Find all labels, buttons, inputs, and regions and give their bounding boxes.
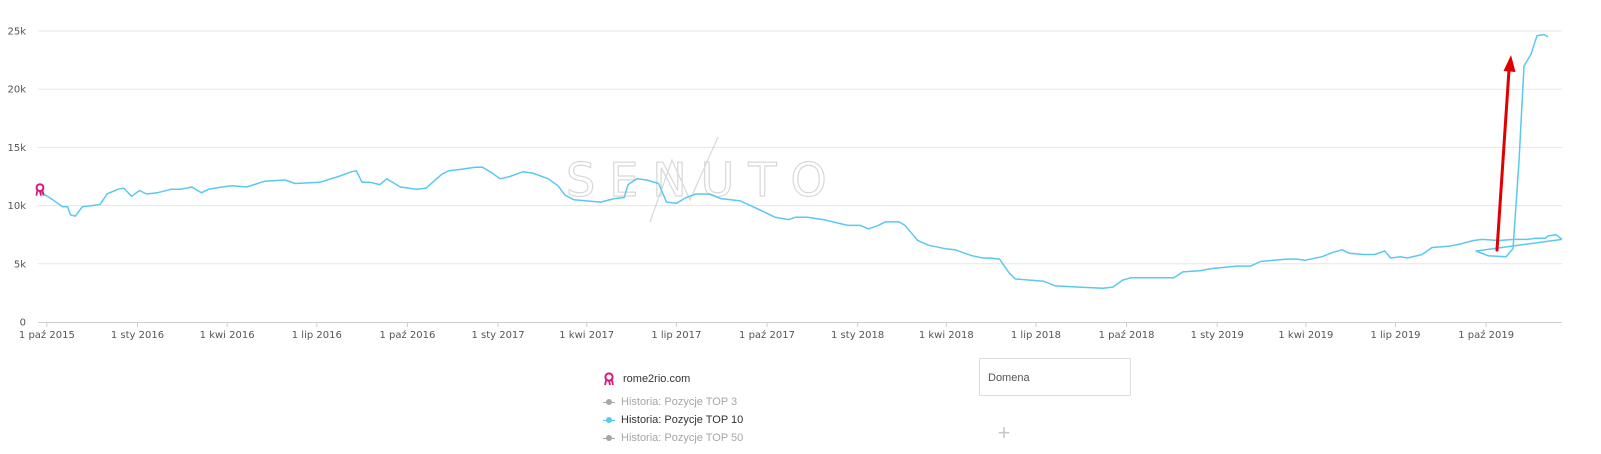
x-tick-label: 1 kwi 2018 (919, 330, 974, 341)
domain-input[interactable]: Domena (979, 358, 1131, 396)
y-tick-label: 15k (7, 143, 26, 154)
y-tick-label: 0 (20, 318, 26, 329)
legend-marker (603, 435, 615, 441)
x-tick-label: 1 sty 2017 (471, 330, 524, 341)
series-line-top10-tail (1475, 33, 1563, 258)
x-tick-label: 1 lip 2018 (1011, 330, 1061, 341)
y-tick-label: 5k (14, 259, 26, 270)
legend-domain: rome2rio.com (603, 371, 743, 387)
series-layer (39, 33, 1563, 289)
x-tick-label: 1 kwi 2017 (559, 330, 614, 341)
x-tick-label: 1 sty 2019 (1191, 330, 1244, 341)
domain-input-placeholder: Domena (988, 372, 1030, 384)
senuto-watermark: SENUTO (565, 136, 841, 223)
y-tick-label: 25k (7, 27, 26, 38)
x-tick-label: 1 paź 2016 (379, 329, 435, 341)
x-tick-label: 1 paź 2018 (1099, 329, 1155, 341)
legend-item-label: Historia: Pozycje TOP 10 (621, 414, 744, 426)
x-tick-label: 1 paź 2017 (739, 329, 795, 341)
red-arrow-annotation (1495, 55, 1516, 252)
ribbon-icon (35, 183, 45, 193)
legend-item-top10[interactable]: Historia: Pozycje TOP 10 (603, 411, 743, 429)
arrow-head (1503, 55, 1516, 72)
line-chart: SENUTO 0 5k 10k 15k 20k 25k 1 paź 2015 1 sty 20… (7, 27, 1563, 341)
legend-item-label: Historia: Pozycje TOP 50 (621, 432, 744, 444)
legend-item-top3[interactable]: Historia: Pozycje TOP 3 (603, 393, 743, 411)
legend: rome2rio.com Historia: Pozycje TOP 3 His… (603, 371, 743, 447)
watermark-text: SENUTO (566, 153, 841, 207)
ribbon-icon (604, 372, 614, 386)
legend-marker (603, 417, 615, 423)
y-tick-label: 20k (7, 85, 26, 96)
domain-marker (35, 183, 45, 196)
x-tick-label: 1 paź 2019 (1458, 329, 1514, 341)
legend-marker (603, 399, 615, 405)
ribbon-icon-tails (35, 190, 45, 196)
legend-domain-name: rome2rio.com (623, 373, 691, 385)
x-tick-label: 1 paź 2015 (19, 329, 75, 341)
legend-item-label: Historia: Pozycje TOP 3 (621, 396, 738, 408)
arrow-shaft (1495, 68, 1511, 252)
legend-item-top50[interactable]: Historia: Pozycje TOP 50 (603, 429, 743, 447)
x-tick-label: 1 kwi 2016 (200, 330, 255, 341)
x-tick-label: 1 lip 2019 (1370, 330, 1420, 341)
x-tick-label: 1 lip 2016 (292, 330, 342, 341)
plus-icon[interactable]: + (997, 420, 1011, 445)
series-line-top10 (39, 166, 1563, 289)
x-tick-label: 1 sty 2016 (111, 330, 164, 341)
axes: 0 5k 10k 15k 20k 25k 1 paź 2015 1 sty 2016 1 kwi… (7, 27, 1562, 341)
x-tick-label: 1 kwi 2019 (1278, 330, 1333, 341)
grid-lines (38, 30, 1562, 265)
x-tick-label: 1 sty 2018 (831, 330, 884, 341)
y-tick-label: 10k (7, 201, 26, 212)
x-tick-label: 1 lip 2017 (651, 330, 701, 341)
